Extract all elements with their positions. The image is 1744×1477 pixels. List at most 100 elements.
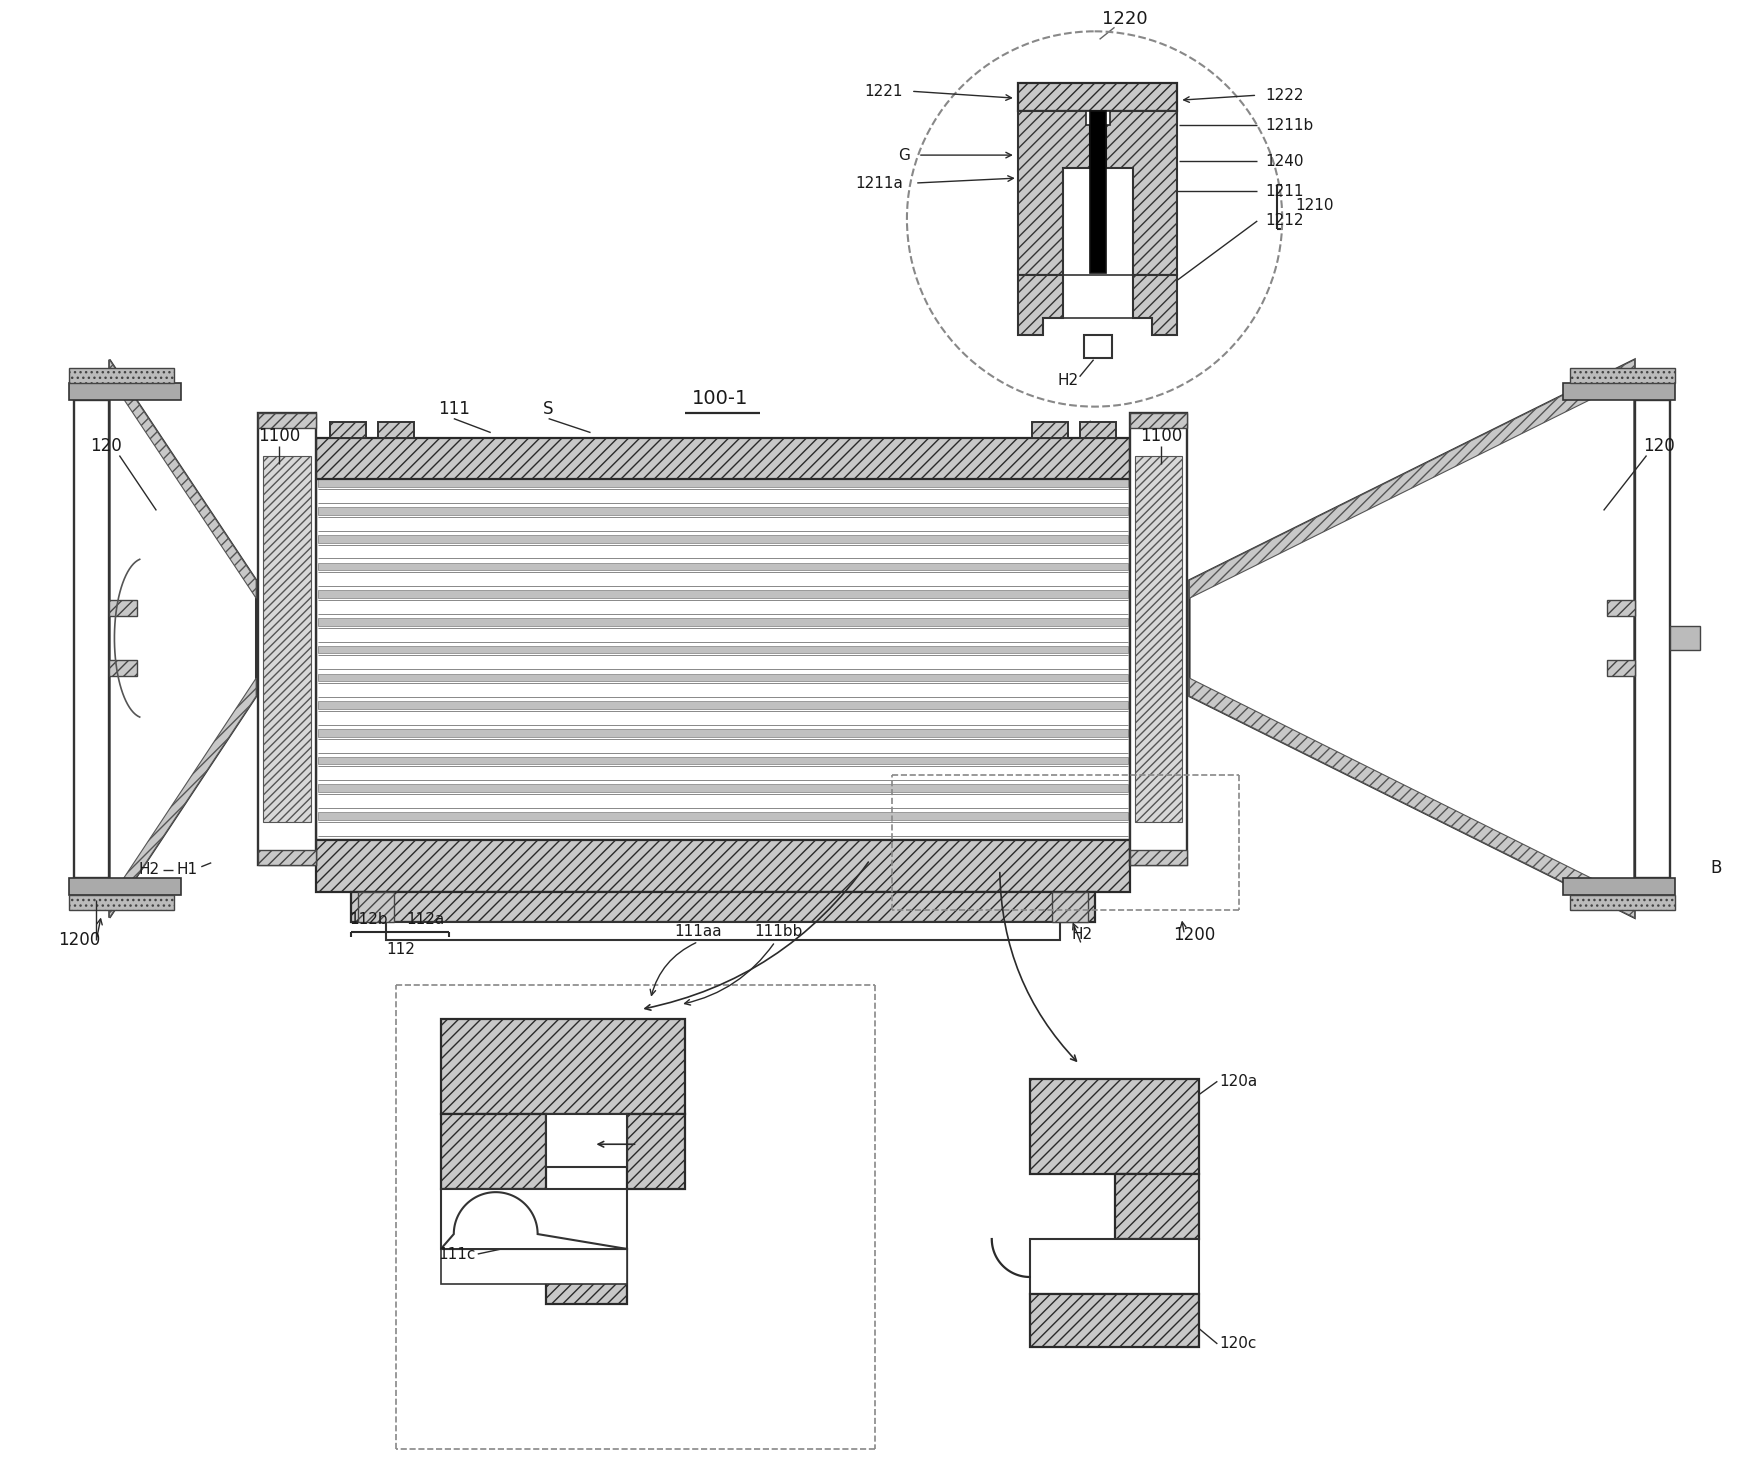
Text: 112b: 112b [349, 913, 389, 928]
Polygon shape [317, 563, 1128, 570]
Polygon shape [1606, 600, 1634, 616]
Polygon shape [68, 877, 181, 895]
Polygon shape [1062, 275, 1132, 318]
Polygon shape [1189, 360, 1634, 598]
Polygon shape [546, 1114, 628, 1167]
Text: 1100: 1100 [1141, 427, 1182, 445]
Text: 1220: 1220 [1102, 10, 1148, 28]
Text: S: S [544, 400, 555, 418]
Polygon shape [317, 784, 1128, 792]
Polygon shape [1189, 360, 1634, 917]
Polygon shape [1029, 1294, 1200, 1347]
Text: H1: H1 [176, 863, 197, 877]
Polygon shape [1606, 660, 1634, 676]
Polygon shape [1130, 849, 1188, 864]
Polygon shape [1085, 111, 1109, 126]
Polygon shape [1106, 111, 1177, 275]
Polygon shape [385, 922, 1060, 939]
Polygon shape [68, 368, 174, 383]
Polygon shape [317, 591, 1128, 598]
Polygon shape [378, 421, 413, 437]
Text: 1240: 1240 [1264, 154, 1305, 168]
Polygon shape [1135, 455, 1182, 821]
Polygon shape [258, 412, 316, 864]
Polygon shape [317, 535, 1128, 542]
Polygon shape [628, 1114, 685, 1189]
Text: H2: H2 [140, 863, 160, 877]
Text: 1211a: 1211a [855, 176, 903, 191]
Polygon shape [546, 1250, 628, 1304]
Text: 111bb: 111bb [753, 925, 802, 939]
Polygon shape [441, 1192, 628, 1250]
Polygon shape [317, 756, 1128, 764]
Polygon shape [1052, 892, 1088, 922]
Polygon shape [317, 480, 1128, 487]
Text: 1221: 1221 [865, 84, 903, 99]
Polygon shape [441, 1019, 685, 1114]
Polygon shape [1018, 275, 1062, 335]
Polygon shape [1570, 895, 1676, 910]
Polygon shape [1563, 383, 1676, 400]
Polygon shape [263, 455, 310, 821]
Polygon shape [1132, 275, 1177, 335]
Polygon shape [1189, 678, 1634, 917]
Polygon shape [1671, 626, 1700, 650]
Polygon shape [316, 437, 1130, 480]
Polygon shape [1114, 1174, 1200, 1239]
Text: 120: 120 [1643, 437, 1674, 455]
Polygon shape [110, 360, 256, 917]
Polygon shape [1090, 111, 1106, 273]
Polygon shape [73, 400, 110, 877]
Text: 111c: 111c [438, 1247, 476, 1261]
Text: 1200: 1200 [58, 931, 101, 948]
Text: H2: H2 [1057, 374, 1078, 388]
Polygon shape [316, 480, 1130, 840]
Polygon shape [110, 660, 138, 676]
Text: 112: 112 [387, 942, 415, 957]
Polygon shape [110, 678, 256, 917]
Text: 111: 111 [438, 400, 469, 418]
Polygon shape [1029, 1239, 1200, 1294]
Text: 120c: 120c [1219, 1337, 1257, 1351]
Polygon shape [316, 840, 1130, 892]
Polygon shape [441, 1250, 628, 1284]
Polygon shape [68, 383, 181, 400]
Text: G: G [898, 148, 910, 162]
Text: 1210: 1210 [1296, 198, 1334, 213]
Polygon shape [317, 702, 1128, 709]
Polygon shape [68, 895, 174, 910]
Polygon shape [1018, 83, 1177, 111]
Text: 1212: 1212 [1264, 214, 1305, 229]
Text: 120a: 120a [1219, 1074, 1257, 1089]
Polygon shape [317, 617, 1128, 626]
Polygon shape [1018, 111, 1090, 275]
Polygon shape [317, 812, 1128, 820]
Text: 100-1: 100-1 [692, 388, 748, 408]
Polygon shape [358, 892, 394, 922]
Text: 1100: 1100 [258, 427, 300, 445]
Polygon shape [317, 645, 1128, 653]
Polygon shape [1634, 400, 1671, 877]
Polygon shape [351, 892, 1095, 922]
Text: 1211: 1211 [1264, 183, 1305, 198]
Polygon shape [1570, 368, 1676, 383]
Text: H2: H2 [1071, 928, 1092, 942]
Polygon shape [258, 849, 316, 864]
Text: 111aa: 111aa [675, 925, 722, 939]
Polygon shape [110, 360, 256, 598]
Polygon shape [317, 730, 1128, 737]
Text: 1200: 1200 [1174, 926, 1216, 944]
Polygon shape [1029, 1080, 1200, 1174]
Polygon shape [1130, 412, 1188, 427]
Polygon shape [110, 600, 138, 616]
Polygon shape [1032, 421, 1067, 437]
Polygon shape [330, 421, 366, 437]
Polygon shape [441, 1114, 546, 1189]
Polygon shape [258, 412, 316, 427]
Polygon shape [1083, 335, 1111, 357]
Polygon shape [1080, 421, 1116, 437]
Text: 1211b: 1211b [1264, 118, 1313, 133]
Polygon shape [317, 674, 1128, 681]
Text: B: B [1711, 858, 1721, 877]
Polygon shape [317, 507, 1128, 515]
